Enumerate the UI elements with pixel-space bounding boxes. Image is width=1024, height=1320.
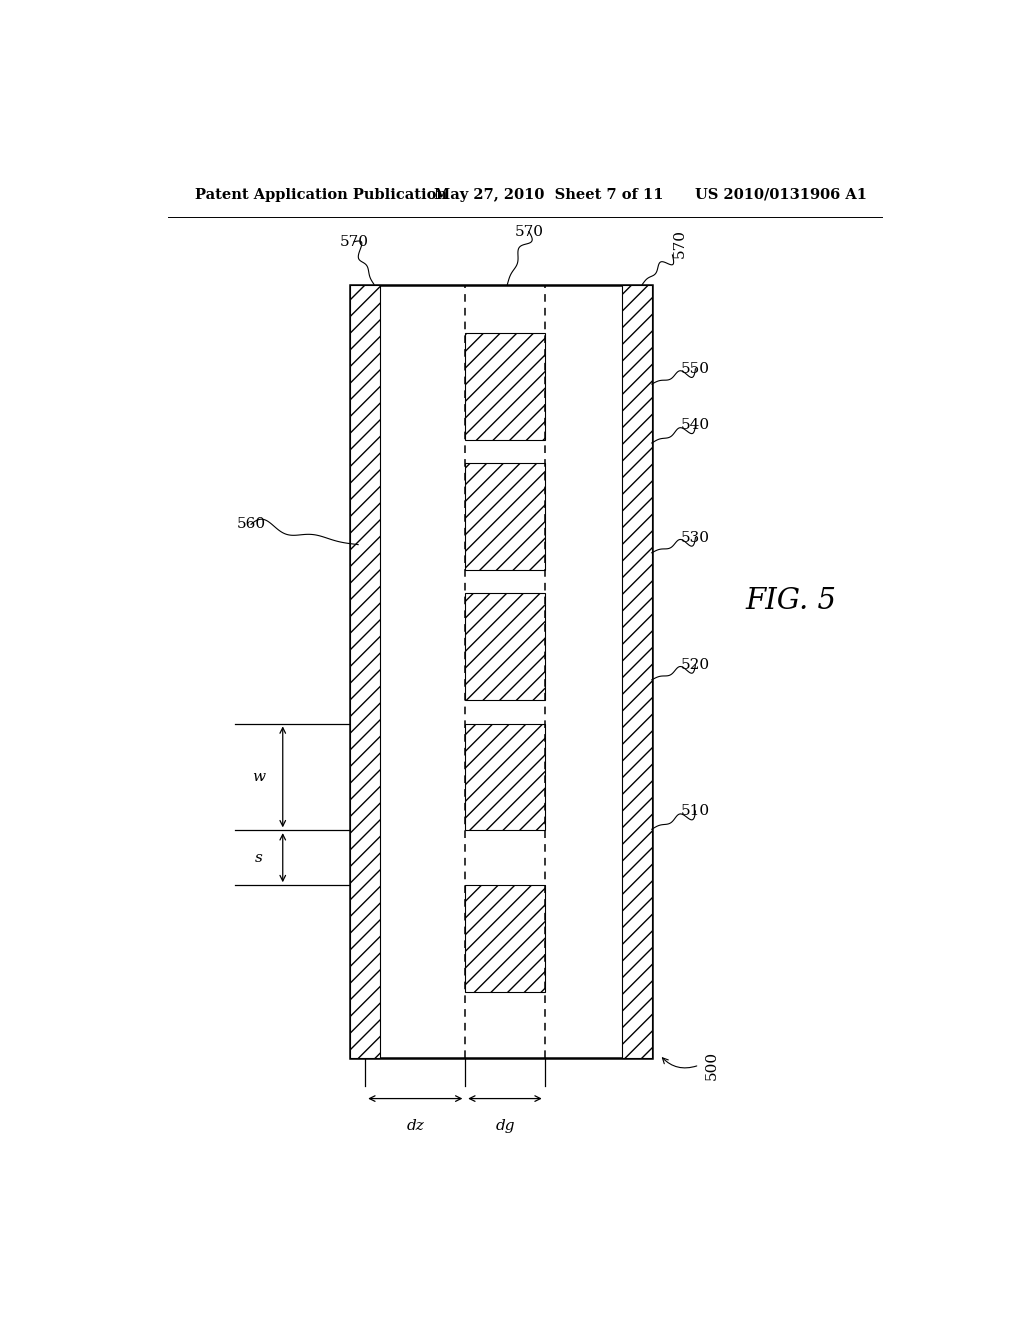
Bar	[465, 886, 545, 991]
Bar	[622, 285, 652, 1057]
Text: 570: 570	[340, 235, 369, 248]
Text: 510: 510	[681, 804, 710, 818]
Bar	[350, 285, 380, 1057]
Text: 570: 570	[514, 224, 544, 239]
Bar	[465, 723, 545, 830]
Text: FIG. 5: FIG. 5	[745, 586, 837, 615]
Bar	[350, 285, 652, 1057]
Text: 520: 520	[681, 657, 710, 672]
Text: 500: 500	[705, 1051, 718, 1080]
Text: 540: 540	[681, 417, 710, 432]
Bar	[465, 594, 545, 700]
Bar	[465, 333, 545, 440]
Text: 570: 570	[673, 230, 686, 259]
Text: dg: dg	[496, 1119, 515, 1133]
Text: Patent Application Publication: Patent Application Publication	[196, 187, 447, 202]
Text: dz: dz	[407, 1119, 424, 1133]
Bar	[465, 463, 545, 570]
Text: May 27, 2010  Sheet 7 of 11: May 27, 2010 Sheet 7 of 11	[433, 187, 663, 202]
Text: 550: 550	[681, 362, 710, 376]
Text: US 2010/0131906 A1: US 2010/0131906 A1	[695, 187, 867, 202]
Text: s: s	[255, 850, 263, 865]
Text: w: w	[253, 770, 265, 784]
Text: 560: 560	[237, 517, 265, 532]
Text: 530: 530	[681, 531, 710, 545]
